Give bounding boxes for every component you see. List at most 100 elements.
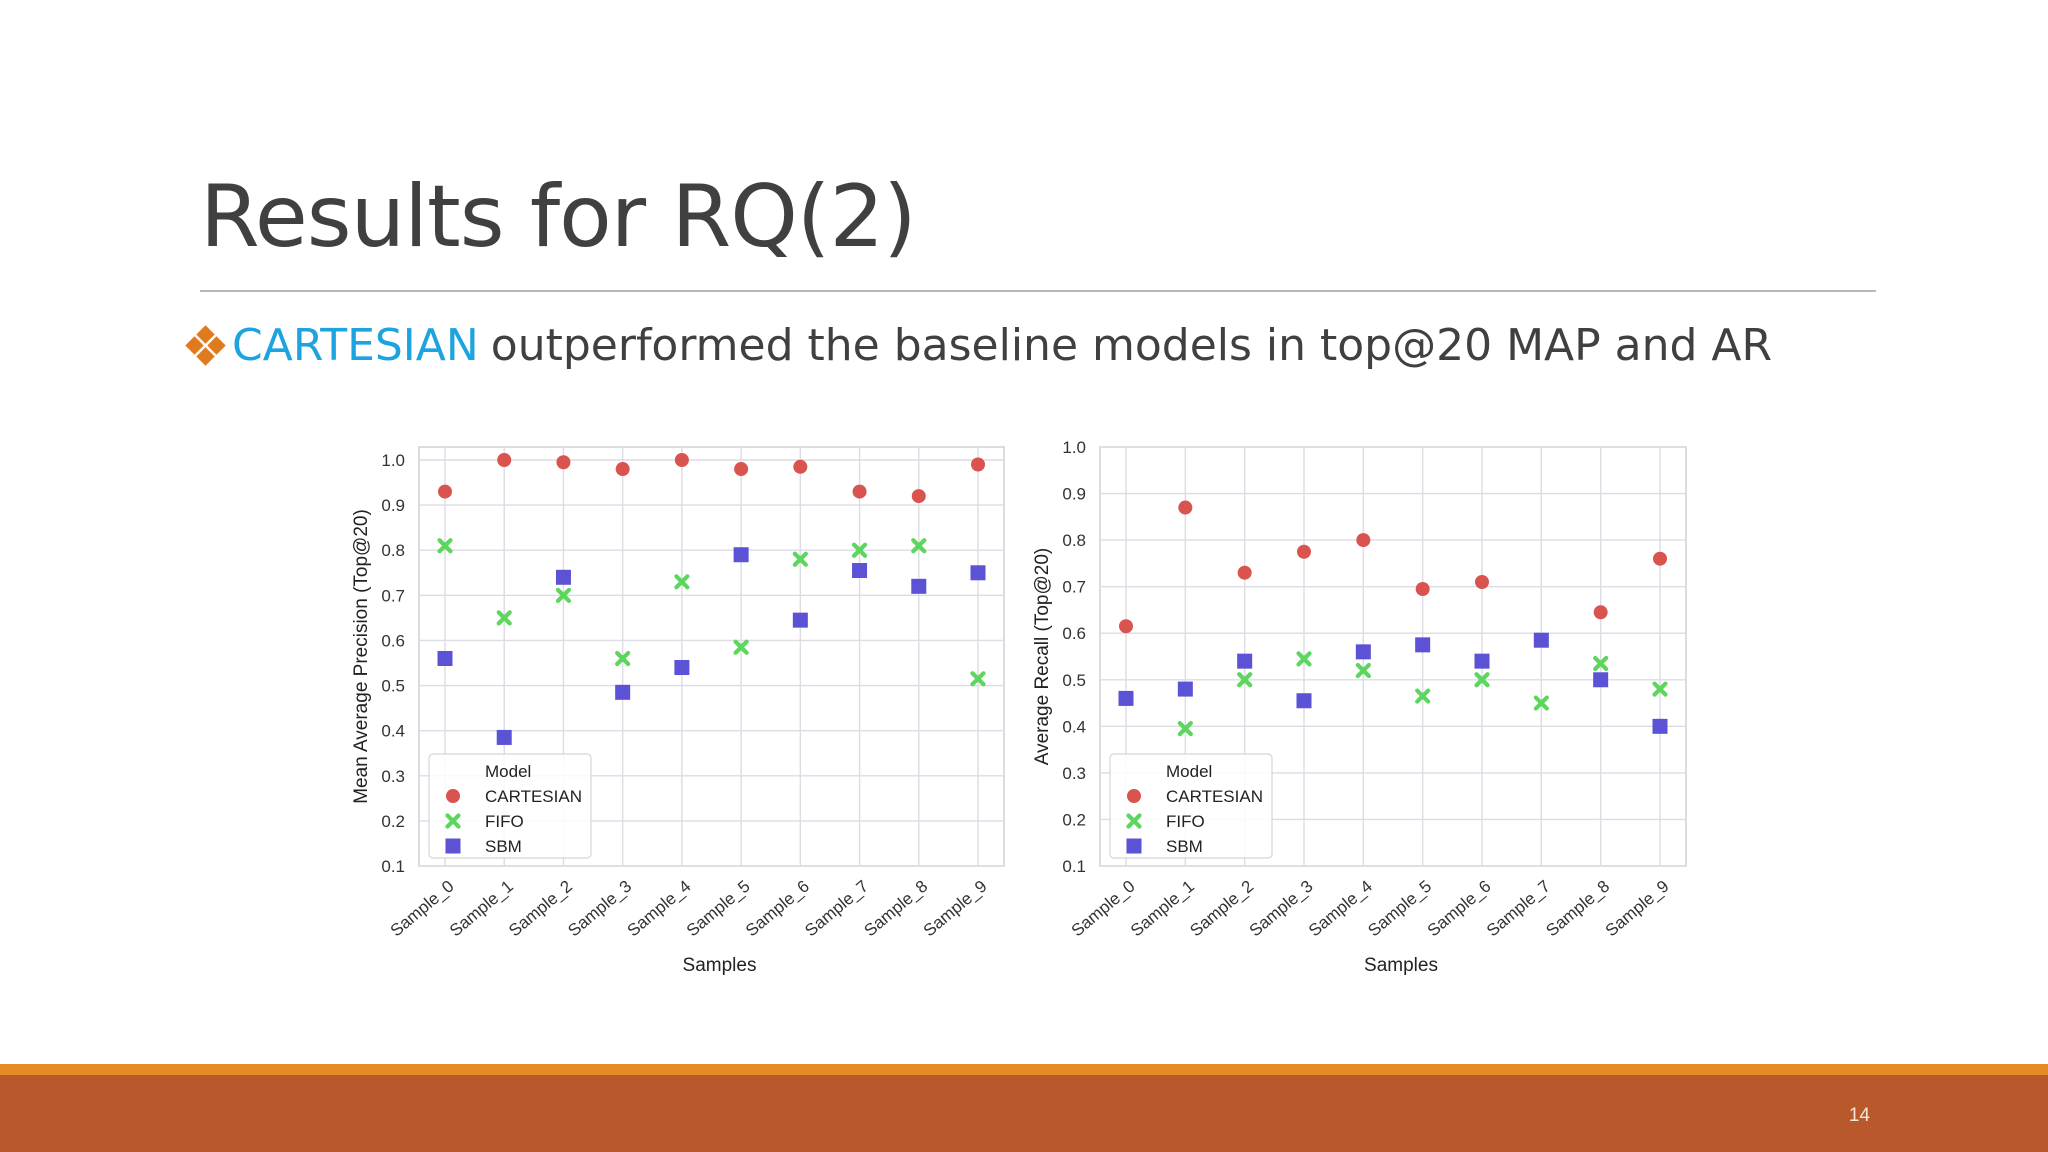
legend-label: CARTESIAN <box>1166 787 1263 806</box>
x-tick-label: Sample_0 <box>387 877 458 941</box>
legend: Model CARTESIAN FIFO SBM <box>1109 753 1273 859</box>
x-tick-label: Sample_4 <box>624 877 695 941</box>
data-point <box>793 459 808 474</box>
data-point <box>1178 500 1193 515</box>
legend-marker-fifo <box>445 813 461 829</box>
data-point <box>437 538 453 554</box>
x-tick-label: Sample_6 <box>742 877 813 941</box>
x-tick-label: Sample_5 <box>683 877 754 941</box>
legend-marker-fifo <box>1126 813 1142 829</box>
bullet-highlight-text: CARTESIAN <box>232 320 479 371</box>
footer-accent-bar <box>0 1064 2048 1075</box>
data-point <box>1653 551 1667 566</box>
slide-title: Results for RQ(2) <box>200 167 917 267</box>
y-tick-label: 1.0 <box>381 451 405 470</box>
y-tick-label: 0.1 <box>381 857 405 876</box>
page-number: 14 <box>1848 1105 1870 1126</box>
data-point <box>911 538 927 554</box>
data-point <box>733 639 749 655</box>
data-point <box>497 453 512 467</box>
data-point <box>1355 644 1371 660</box>
legend-title: Model <box>1166 762 1212 781</box>
y-tick-label: 0.7 <box>381 586 405 605</box>
data-point <box>615 684 631 700</box>
x-tick-label: Sample_2 <box>1186 877 1257 941</box>
data-point <box>438 484 452 499</box>
data-point <box>1237 672 1253 688</box>
data-point <box>851 542 868 558</box>
y-tick-label: 0.3 <box>1062 764 1086 783</box>
y-tick-label: 0.2 <box>1062 810 1086 829</box>
legend-marker-sbm <box>445 838 461 854</box>
chart-1: 0.10.20.30.40.50.60.70.80.91.0Sample_0Sa… <box>351 446 1005 976</box>
bullet-point: CARTESIAN outperformed the baseline mode… <box>185 320 1772 371</box>
x-tick-label: Sample_5 <box>1364 877 1435 941</box>
y-tick-label: 0.4 <box>1062 717 1086 736</box>
y-tick-label: 0.7 <box>1062 578 1086 597</box>
data-point <box>911 578 927 594</box>
data-point <box>555 569 571 585</box>
data-point <box>555 587 572 603</box>
y-tick-label: 0.9 <box>381 496 405 515</box>
y-axis-label: Mean Average Precision (Top@20) <box>351 509 372 804</box>
x-tick-label: Sample_4 <box>1305 877 1376 941</box>
x-tick-label: Sample_8 <box>1542 877 1613 941</box>
legend-marker-cartesian <box>1127 789 1141 803</box>
data-point <box>1474 653 1490 669</box>
data-point <box>792 551 808 567</box>
legend-title: Model <box>485 762 531 781</box>
data-point <box>971 457 985 472</box>
legend-box <box>428 753 592 859</box>
data-point <box>1652 718 1668 734</box>
y-tick-label: 0.8 <box>1062 531 1086 550</box>
x-tick-label: Sample_2 <box>505 877 576 941</box>
y-tick-label: 0.9 <box>1062 485 1086 504</box>
legend: Model CARTESIAN FIFO SBM <box>428 753 592 859</box>
data-point <box>852 484 867 499</box>
legend-label: FIFO <box>485 812 524 831</box>
y-tick-label: 0.5 <box>381 677 405 696</box>
y-tick-label: 1.0 <box>1062 438 1086 457</box>
data-point <box>496 610 512 626</box>
y-tick-label: 0.1 <box>1062 857 1086 876</box>
data-point <box>1593 672 1609 688</box>
x-tick-label: Sample_9 <box>1602 877 1673 941</box>
data-point <box>911 489 926 504</box>
data-point <box>1296 693 1312 709</box>
data-point <box>1177 721 1193 737</box>
charts-canvas: 0.1 0.2 0.3 0.4 0.5 0.6 0.7 0.8 0.9 1.0 Sample_0 Sa… <box>351 438 1687 976</box>
data-point <box>1237 653 1253 669</box>
y-tick-label: 0.6 <box>1062 624 1086 643</box>
y-axis-label: Average Recall (Top@20) <box>1032 548 1053 766</box>
data-point <box>674 453 689 467</box>
data-point <box>1475 575 1489 590</box>
data-point <box>1296 651 1312 667</box>
series-cartesian <box>1119 500 1667 634</box>
data-point <box>496 729 512 745</box>
x-tick-label: Sample_6 <box>1424 877 1495 941</box>
legend-marker-cartesian <box>446 789 460 803</box>
data-point <box>1237 565 1252 580</box>
x-tick-label: Sample_0 <box>1068 877 1139 941</box>
x-tick-label: Sample_8 <box>860 877 931 941</box>
footer-bar <box>0 1075 2048 1152</box>
y-tick-label: 0.8 <box>381 541 405 560</box>
data-point <box>1177 681 1193 697</box>
data-point <box>1356 533 1371 548</box>
legend-marker-sbm <box>1126 838 1142 854</box>
x-axis-label: Samples <box>683 955 757 976</box>
x-tick-label: Sample_9 <box>920 877 991 941</box>
data-point <box>1593 605 1608 620</box>
x-axis-label: Samples <box>1364 955 1438 976</box>
data-point <box>1533 632 1549 648</box>
x-tick-label: Sample_3 <box>564 877 635 941</box>
legend-label: FIFO <box>1166 812 1205 831</box>
data-point <box>1355 662 1371 679</box>
x-tick-label: Sample_7 <box>801 877 872 941</box>
data-point <box>1474 672 1490 688</box>
x-tick-label: Sample_7 <box>1483 877 1554 941</box>
y-tick-label: 0.3 <box>381 767 405 786</box>
data-point <box>1118 690 1134 706</box>
data-point <box>1652 681 1668 697</box>
data-point <box>615 462 630 477</box>
